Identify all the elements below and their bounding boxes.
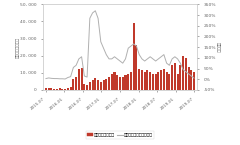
Bar	[125, 75, 126, 90]
Bar	[114, 72, 115, 90]
Y-axis label: 当月同比: 当月同比	[216, 42, 220, 52]
Bar	[174, 63, 176, 90]
Bar	[102, 80, 105, 90]
Bar	[190, 70, 192, 90]
Bar	[141, 70, 143, 90]
Bar	[72, 79, 74, 90]
Bar	[56, 89, 58, 90]
Bar	[144, 72, 146, 90]
Bar	[81, 68, 83, 90]
Bar	[122, 77, 124, 90]
Bar	[86, 85, 88, 90]
Bar	[111, 74, 113, 90]
Bar	[45, 88, 47, 90]
Bar	[108, 77, 110, 90]
Bar	[94, 78, 96, 90]
Bar	[119, 77, 121, 90]
Bar	[48, 88, 50, 90]
Bar	[135, 45, 138, 90]
Bar	[177, 74, 179, 90]
Bar	[50, 88, 53, 90]
Bar	[171, 65, 173, 90]
Bar	[155, 74, 157, 90]
Bar	[157, 72, 159, 90]
Bar	[127, 74, 129, 90]
Bar	[53, 89, 55, 90]
Bar	[146, 70, 149, 90]
Bar	[100, 82, 102, 90]
Bar	[61, 89, 63, 90]
Bar	[64, 89, 66, 90]
Bar	[83, 84, 85, 90]
Bar	[166, 72, 168, 90]
Bar	[138, 68, 140, 90]
Bar	[116, 75, 118, 90]
Bar	[182, 56, 184, 90]
Bar	[130, 72, 132, 90]
Y-axis label: 挖掘机销量（台）: 挖掘机销量（台）	[16, 37, 20, 58]
Bar	[152, 74, 154, 90]
Bar	[168, 74, 170, 90]
Bar	[78, 69, 80, 90]
Bar	[193, 72, 195, 90]
Bar	[91, 80, 94, 90]
Bar	[149, 72, 151, 90]
Bar	[67, 88, 69, 90]
Bar	[187, 67, 190, 90]
Bar	[89, 82, 91, 90]
Bar	[163, 68, 165, 90]
Bar	[185, 58, 187, 90]
Bar	[75, 77, 77, 90]
Bar	[70, 87, 72, 90]
Bar	[179, 65, 181, 90]
Bar	[105, 79, 107, 90]
Bar	[59, 88, 61, 90]
Bar	[97, 80, 99, 90]
Bar	[133, 23, 135, 90]
Legend: 挖掘机销量（台）, 挖掘机销量（当月同比）: 挖掘机销量（台）, 挖掘机销量（当月同比）	[85, 131, 155, 139]
Bar	[160, 70, 162, 90]
